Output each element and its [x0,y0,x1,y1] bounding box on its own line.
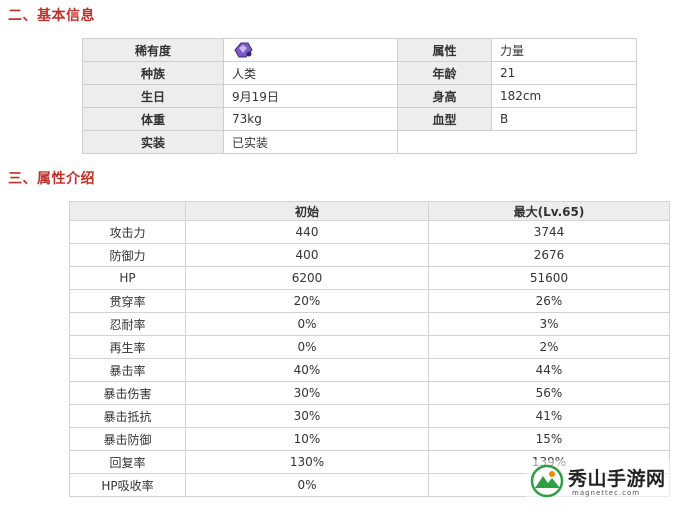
info-value: 力量 [491,38,637,62]
attribute-name: HP [69,266,186,290]
attribute-row: HP 6200 51600 [69,266,670,290]
attribute-name: HP吸收率 [69,473,186,497]
attribute-name: 暴击伤害 [69,381,186,405]
attribute-initial: 40% [185,358,429,382]
attribute-max: 51600 [428,266,670,290]
info-label: 生日 [82,84,224,108]
info-value: 73kg [223,107,398,131]
info-label: 年龄 [397,61,492,85]
attribute-max: 56% [428,381,670,405]
info-value: B [491,107,637,131]
attribute-initial: 6200 [185,266,429,290]
info-label: 血型 [397,107,492,131]
attribute-initial: 130% [185,450,429,474]
attribute-max: 41% [428,404,670,428]
watermark-name: 秀山手游网 [568,468,666,490]
attribute-row: 暴击率 40% 44% [69,358,670,382]
attribute-initial: 30% [185,381,429,405]
header-cell-max: 最大(Lv.65) [428,201,670,221]
basic-info-table: 稀有度 属性 力量 种族 人类 年龄 21 生日 9月19日 身高 182cm 体重 73kg 血型 B 实装… [82,38,637,154]
info-value: 已实装 [223,130,398,154]
info-value [491,130,637,154]
attribute-name: 再生率 [69,335,186,359]
attribute-initial: 0% [185,473,429,497]
info-value: 21 [491,61,637,85]
basic-info-row: 稀有度 属性 力量 [82,38,637,62]
attribute-max: 3% [428,312,670,336]
basic-info-row: 体重 73kg 血型 B [82,107,637,131]
attribute-name: 攻击力 [69,220,186,244]
attribute-max: 3744 [428,220,670,244]
attribute-name: 防御力 [69,243,186,267]
attribute-name: 暴击防御 [69,427,186,451]
attribute-initial: 10% [185,427,429,451]
attribute-name: 暴击抵抗 [69,404,186,428]
info-value: 9月19日 [223,84,398,108]
attribute-initial: 0% [185,312,429,336]
purple-crystal-icon [234,42,253,58]
section-title-basic-info: 二、基本信息 [8,8,95,24]
info-label: 种族 [82,61,224,85]
info-label: 身高 [397,84,492,108]
attribute-row: 忍耐率 0% 3% [69,312,670,336]
attribute-initial: 0% [185,335,429,359]
attribute-max: 26% [428,289,670,313]
info-value: 182cm [491,84,637,108]
attribute-row: 防御力 400 2676 [69,243,670,267]
attribute-initial: 400 [185,243,429,267]
info-label: 稀有度 [82,38,224,62]
header-cell-name [69,201,186,221]
attribute-name: 回复率 [69,450,186,474]
attribute-name: 贯穿率 [69,289,186,313]
watermark-logo-icon [530,464,564,498]
basic-info-row: 生日 9月19日 身高 182cm [82,84,637,108]
attribute-initial: 20% [185,289,429,313]
attribute-row: 暴击抵抗 30% 41% [69,404,670,428]
attribute-initial: 440 [185,220,429,244]
basic-info-row: 种族 人类 年龄 21 [82,61,637,85]
attribute-row: 攻击力 440 3744 [69,220,670,244]
attribute-max: 15% [428,427,670,451]
watermark-url: magnettec.com [572,489,641,497]
attribute-max: 44% [428,358,670,382]
attribute-max: 2676 [428,243,670,267]
header-cell-initial: 初始 [185,201,429,221]
attribute-initial: 30% [185,404,429,428]
info-value: 人类 [223,61,398,85]
attribute-row: 暴击防御 10% 15% [69,427,670,451]
info-label: 体重 [82,107,224,131]
attributes-header-row: 初始 最大(Lv.65) [69,201,670,221]
attributes-table: 初始 最大(Lv.65) 攻击力 440 3744 防御力 400 2676 HP 6200 5… [69,201,670,497]
attribute-row: 暴击伤害 30% 56% [69,381,670,405]
info-label: 实装 [82,130,224,154]
attribute-name: 暴击率 [69,358,186,382]
basic-info-row: 实装 已实装 [82,130,637,154]
attribute-name: 忍耐率 [69,312,186,336]
section-title-attributes: 三、属性介绍 [8,171,95,187]
info-value [223,38,398,62]
attribute-row: 贯穿率 20% 26% [69,289,670,313]
info-label [397,130,492,154]
watermark: 秀山手游网 magnettec.com [526,460,672,504]
attribute-max: 2% [428,335,670,359]
attribute-row: 再生率 0% 2% [69,335,670,359]
info-label: 属性 [397,38,492,62]
